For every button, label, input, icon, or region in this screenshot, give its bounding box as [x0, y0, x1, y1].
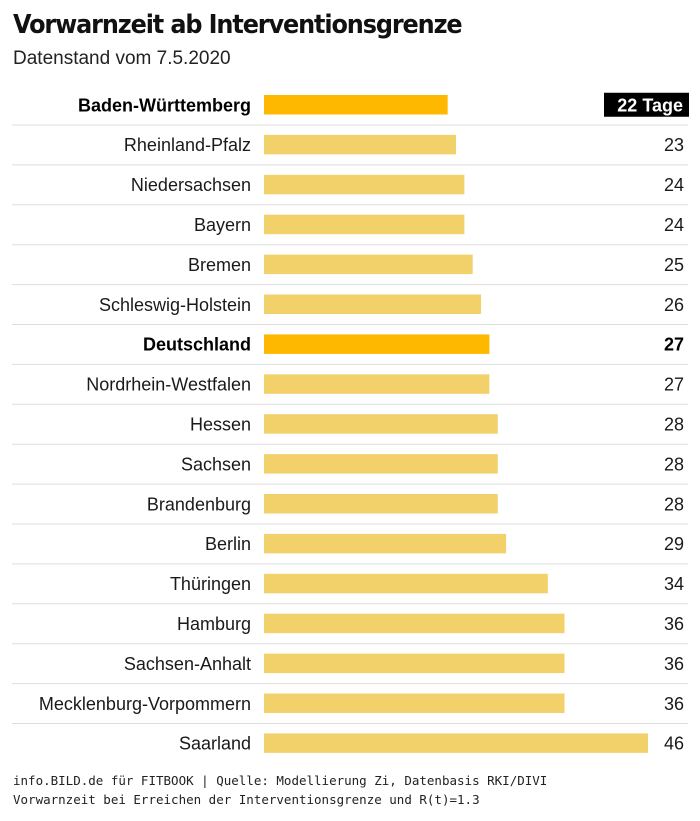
category-label: Rheinland-Pfalz — [124, 135, 251, 155]
bar — [264, 733, 648, 753]
data-label: 46 — [664, 734, 684, 754]
bar — [264, 134, 456, 155]
category-label: Deutschland — [143, 335, 251, 355]
category-label: Schleswig-Holstein — [99, 295, 251, 315]
data-label: 28 — [664, 494, 684, 514]
bar — [264, 494, 498, 514]
category-label: Saarland — [179, 734, 251, 754]
bar — [264, 693, 565, 713]
category-label: Brandenburg — [147, 494, 251, 514]
bar-chart: Baden-Württemberg 22 Tage Rheinland-Pfalz 2… — [12, 92, 689, 754]
category-label: Niedersachsen — [131, 175, 251, 195]
category-label: Sachsen-Anhalt — [124, 654, 251, 674]
bar — [264, 334, 490, 354]
data-label: 34 — [664, 574, 684, 594]
chart-subtitle: Datenstand vom 7.5.2020 — [13, 48, 231, 69]
source-note: info.BILD.de für FITBOOK | Quelle: Model… — [13, 773, 548, 788]
category-label: Bremen — [188, 255, 251, 275]
bar — [264, 374, 490, 394]
bar — [264, 613, 565, 634]
bar — [264, 254, 473, 275]
category-label: Berlin — [205, 534, 251, 554]
category-label: Nordrhein-Westfalen — [86, 375, 251, 395]
value-badge — [604, 92, 689, 117]
bar — [264, 573, 548, 594]
bar — [264, 533, 507, 554]
data-label: 36 — [664, 694, 684, 714]
category-label: Mecklenburg-Vorpommern — [39, 694, 251, 714]
category-label: Hamburg — [177, 614, 251, 634]
bar — [264, 653, 565, 674]
category-label: Hessen — [190, 414, 251, 434]
category-label: Bayern — [194, 215, 251, 235]
bar — [264, 414, 498, 434]
bar — [264, 214, 465, 235]
data-label: 23 — [664, 135, 684, 155]
data-label: 27 — [664, 335, 684, 355]
data-label: 25 — [664, 255, 684, 275]
method-note: Vorwarnzeit bei Erreichen der Interventi… — [13, 792, 480, 807]
data-label: 24 — [664, 215, 684, 235]
bar — [264, 174, 465, 195]
data-label: 27 — [664, 375, 684, 395]
data-label: 36 — [664, 614, 684, 634]
category-label: Sachsen — [181, 454, 251, 474]
bar — [264, 294, 482, 314]
bar — [264, 454, 498, 474]
data-label: 28 — [664, 454, 684, 474]
data-label: 24 — [664, 175, 684, 195]
data-label: 26 — [664, 295, 684, 315]
data-label: 22 Tage — [617, 95, 683, 115]
bar — [264, 95, 448, 115]
data-label: 29 — [664, 534, 684, 554]
data-label: 36 — [664, 654, 684, 674]
category-label: Baden-Württemberg — [78, 95, 251, 115]
category-label: Thüringen — [170, 574, 251, 594]
chart-title: Vorwarnzeit ab Interventionsgrenze — [13, 10, 463, 40]
data-label: 28 — [664, 414, 684, 434]
